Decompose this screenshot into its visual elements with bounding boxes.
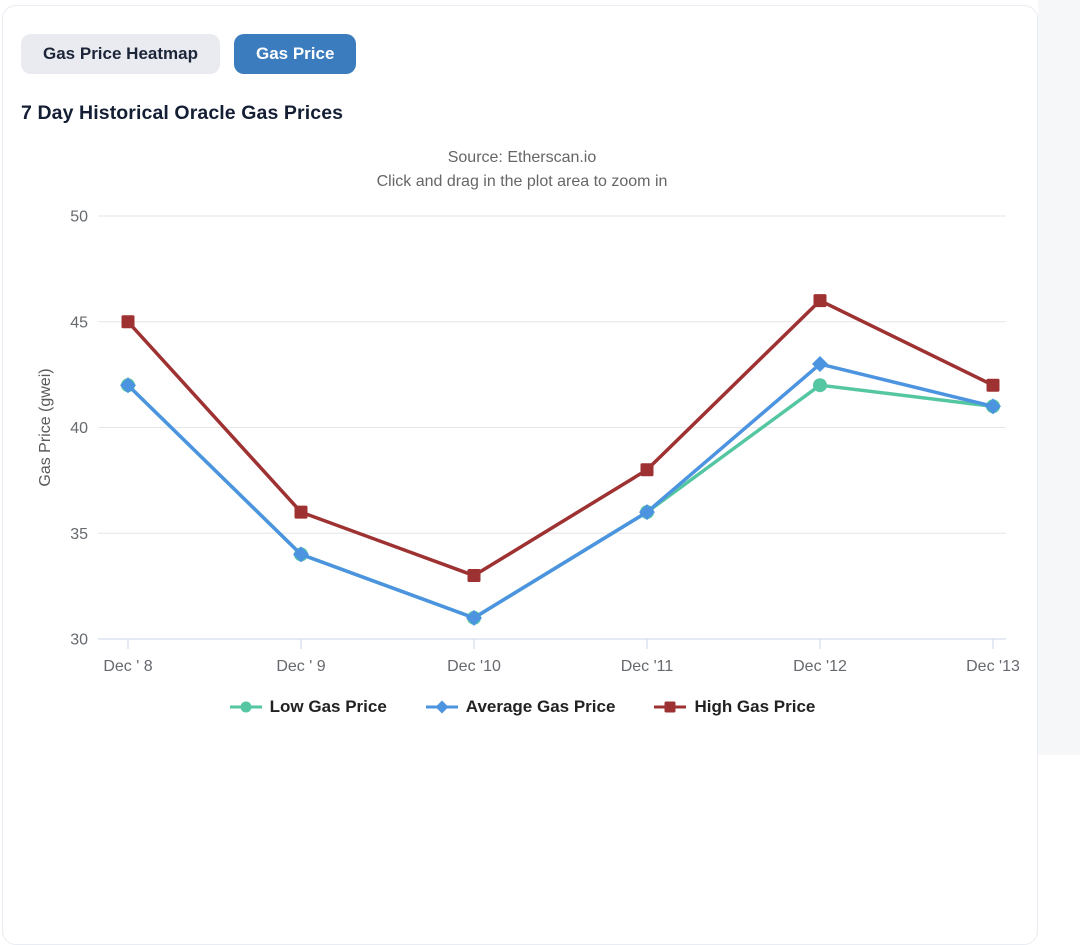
legend-item-average-gas-price[interactable]: Average Gas Price [425, 697, 616, 717]
legend-item-high-gas-price[interactable]: High Gas Price [653, 697, 815, 717]
data-point-marker[interactable] [813, 294, 827, 308]
data-point-marker[interactable] [467, 569, 481, 583]
y-axis-label: 50 [70, 209, 88, 226]
x-axis-label: Dec ' 8 [103, 658, 152, 675]
tab-gas-price-heatmap[interactable]: Gas Price Heatmap [21, 34, 220, 75]
data-point-marker[interactable] [435, 700, 449, 714]
chart-card: Gas Price Heatmap Gas Price 7 Day Histor… [2, 5, 1038, 945]
x-axis-label: Dec '10 [447, 658, 501, 675]
data-point-marker[interactable] [240, 701, 252, 713]
data-point-marker[interactable] [664, 701, 676, 713]
page-title: 7 Day Historical Oracle Gas Prices [21, 102, 344, 124]
chart-container: Source: Etherscan.io Click and drag in t… [3, 141, 1041, 751]
legend-label: High Gas Price [694, 697, 816, 716]
circle-marker-icon [229, 701, 262, 713]
data-point-marker[interactable] [813, 378, 827, 393]
legend-label: Average Gas Price [465, 697, 616, 716]
data-point-marker[interactable] [121, 315, 135, 329]
legend-item-low-gas-price[interactable]: Low Gas Price [229, 697, 387, 717]
data-point-marker[interactable] [639, 504, 655, 521]
plot-area[interactable]: 30 35 40 45 50 Dec ' 8 Dec ' 9 Dec '10 Dec '11 De… [3, 141, 1041, 751]
series-line-high-gas-price [126, 298, 995, 578]
y-axis-label: 40 [70, 420, 88, 437]
diamond-marker-icon [425, 700, 458, 714]
series-line-low-gas-price [126, 383, 995, 620]
chart-legend: Low Gas Price Average Gas Price High Gas P… [3, 697, 1041, 717]
data-point-marker[interactable] [986, 378, 1000, 392]
data-point-marker[interactable] [812, 356, 828, 373]
data-point-marker[interactable] [985, 398, 1001, 415]
tab-bar: Gas Price Heatmap Gas Price [21, 34, 357, 75]
x-axis-label: Dec '11 [621, 658, 674, 675]
y-axis-title: Gas Price (gwei) [37, 368, 54, 486]
data-point-marker[interactable] [640, 463, 654, 477]
x-axis-label: Dec '12 [793, 658, 847, 675]
x-axis-label: Dec ' 9 [276, 658, 325, 675]
square-marker-icon [654, 701, 687, 713]
tab-gas-price[interactable]: Gas Price [233, 34, 357, 75]
chart-zoom-hint: Click and drag in the plot area to zoom … [376, 173, 668, 190]
page-background-strip [1038, 0, 1080, 755]
y-axis-label: 30 [70, 632, 88, 649]
y-axis-label: 45 [70, 314, 88, 331]
y-axis-label: 35 [70, 526, 88, 543]
legend-label: Low Gas Price [269, 697, 387, 716]
data-point-marker[interactable] [120, 377, 136, 394]
data-point-marker[interactable] [466, 609, 482, 626]
x-axis-label: Dec '13 [966, 658, 1020, 675]
series-line-average-gas-price [126, 362, 995, 620]
data-point-marker[interactable] [293, 546, 309, 563]
chart-source-title: Source: Etherscan.io [447, 149, 597, 166]
data-point-marker[interactable] [294, 505, 308, 519]
